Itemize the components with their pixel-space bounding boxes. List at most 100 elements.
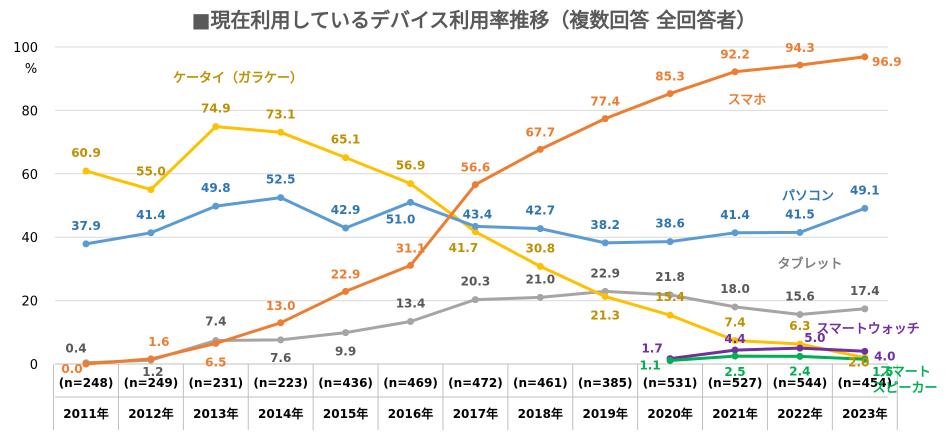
n-count-label: (n=454) bbox=[837, 376, 892, 390]
x-tick-label: 2015年 bbox=[323, 406, 368, 421]
n-count-label: (n=472) bbox=[448, 376, 503, 390]
n-count-label: (n=231) bbox=[188, 376, 243, 390]
series-name-label: スマホ bbox=[728, 93, 767, 108]
chart-grid bbox=[53, 46, 898, 430]
data-label: 2.0 bbox=[848, 356, 869, 370]
data-point bbox=[861, 53, 869, 61]
data-label: 49.1 bbox=[850, 183, 880, 197]
data-label: 56.9 bbox=[396, 159, 426, 173]
data-label: 56.6 bbox=[461, 161, 491, 175]
data-label: 6.3 bbox=[789, 319, 810, 333]
n-count-label: (n=544) bbox=[773, 376, 828, 390]
data-label: 77.4 bbox=[590, 95, 620, 109]
series-name-label: タブレット bbox=[777, 256, 842, 272]
x-tick-label: 2019年 bbox=[582, 406, 627, 421]
data-label: 31.1 bbox=[396, 241, 426, 255]
data-point bbox=[861, 347, 869, 355]
data-point bbox=[342, 224, 350, 232]
data-label: 20.3 bbox=[461, 275, 491, 289]
n-count-label: (n=527) bbox=[708, 376, 763, 390]
data-label: 42.9 bbox=[331, 203, 361, 217]
data-point bbox=[536, 145, 544, 153]
series-name-label: スマートウォッチ bbox=[816, 322, 920, 337]
series-name-label: パソコン bbox=[782, 189, 834, 204]
series-name-label: ケータイ（ガラケー） bbox=[173, 70, 303, 86]
series-name-line: スマート bbox=[879, 365, 931, 380]
data-label: 85.3 bbox=[655, 70, 685, 84]
data-point bbox=[601, 239, 609, 247]
data-label: 22.9 bbox=[590, 266, 620, 280]
data-labels-group: 60.9 55.0 74.9 73.1 65.1 56.9 41.7 30.8 21.3 15.4… bbox=[61, 41, 901, 379]
x-tick-label: 2020年 bbox=[647, 406, 692, 421]
data-point bbox=[277, 128, 285, 136]
data-label: 18.0 bbox=[720, 282, 750, 296]
data-point bbox=[277, 194, 285, 202]
n-count-label: (n=223) bbox=[253, 376, 308, 390]
data-point bbox=[407, 318, 414, 326]
data-point bbox=[861, 355, 869, 363]
data-label: 7.4 bbox=[724, 316, 745, 330]
x-tick-label: 2016年 bbox=[388, 406, 433, 421]
data-label: 7.6 bbox=[270, 351, 291, 365]
data-point bbox=[666, 238, 674, 246]
data-point bbox=[731, 346, 739, 354]
data-label: 15.4 bbox=[655, 290, 685, 304]
y-tick-label: 80 bbox=[21, 104, 38, 119]
x-tick-label: 2011年 bbox=[63, 406, 108, 421]
data-point bbox=[407, 180, 414, 188]
n-count-label: (n=461) bbox=[513, 376, 568, 390]
data-point bbox=[82, 360, 90, 368]
data-label: 30.8 bbox=[525, 241, 555, 255]
data-label: 67.7 bbox=[525, 125, 555, 139]
n-count-label: (n=531) bbox=[643, 376, 698, 390]
x-axis: (n=248) 2011年 (n=249) 2012年 (n=231) 2013年 (n=2… bbox=[59, 376, 892, 421]
data-label: 6.5 bbox=[205, 355, 226, 369]
x-tick-label: 2013年 bbox=[193, 406, 238, 421]
data-point bbox=[796, 61, 804, 69]
data-label: 0.4 bbox=[65, 342, 86, 356]
data-point bbox=[731, 303, 739, 311]
data-label: 1.1 bbox=[639, 359, 660, 373]
y-tick-label: 40 bbox=[21, 231, 38, 246]
data-label: 1.7 bbox=[641, 342, 662, 356]
n-count-label: (n=248) bbox=[59, 376, 114, 390]
data-point bbox=[212, 339, 220, 347]
x-tick-label: 2023年 bbox=[842, 406, 887, 421]
data-label: 41.4 bbox=[136, 208, 166, 222]
data-label: 92.2 bbox=[720, 48, 750, 62]
data-point bbox=[471, 296, 479, 304]
n-count-label: (n=385) bbox=[578, 376, 633, 390]
data-point bbox=[277, 319, 285, 327]
data-label: 1.6 bbox=[148, 335, 169, 349]
data-label: 9.9 bbox=[335, 345, 356, 359]
data-label: 41.7 bbox=[449, 241, 479, 255]
data-point bbox=[147, 229, 155, 237]
series-line-5 bbox=[669, 354, 865, 362]
x-tick-label: 2018年 bbox=[518, 406, 563, 421]
data-label: 1.2 bbox=[142, 365, 163, 379]
data-point bbox=[342, 287, 350, 295]
data-point bbox=[407, 261, 414, 269]
data-label: 60.9 bbox=[71, 146, 101, 160]
data-point bbox=[731, 68, 739, 76]
data-point bbox=[342, 329, 350, 337]
data-point bbox=[147, 355, 155, 363]
series-name-line: スピーカー bbox=[872, 381, 937, 396]
data-point bbox=[731, 337, 739, 345]
y-tick-label: 60 bbox=[21, 168, 38, 183]
data-point bbox=[666, 291, 674, 299]
series-group bbox=[82, 53, 869, 368]
data-label: 96.9 bbox=[872, 55, 902, 69]
data-point bbox=[277, 336, 285, 344]
data-label: 94.3 bbox=[785, 41, 815, 55]
data-label: 13.0 bbox=[266, 299, 296, 313]
series-line-4 bbox=[669, 346, 865, 361]
data-point bbox=[147, 186, 155, 194]
y-tick-label: 0 bbox=[30, 358, 38, 373]
data-point bbox=[666, 357, 674, 365]
chart-title: ■現在利用しているデバイス利用率推移（複数回答 全回答者） bbox=[192, 8, 757, 32]
n-count-label: (n=469) bbox=[383, 376, 438, 390]
data-label: 1.5 bbox=[872, 365, 893, 379]
